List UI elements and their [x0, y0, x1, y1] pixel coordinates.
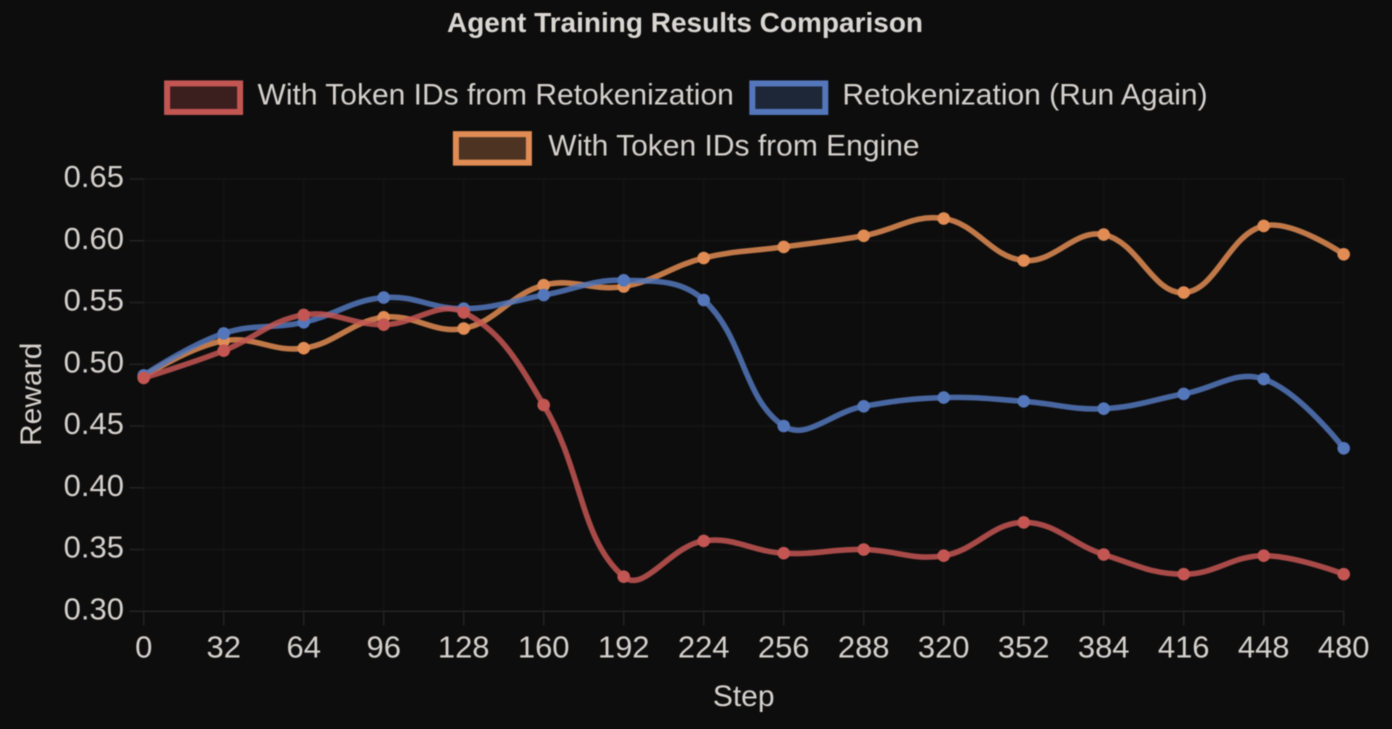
- svg-text:192: 192: [598, 630, 650, 665]
- svg-text:64: 64: [286, 630, 320, 665]
- svg-text:Step: Step: [713, 680, 775, 713]
- svg-text:0.35: 0.35: [64, 530, 124, 565]
- svg-text:416: 416: [1158, 630, 1210, 665]
- svg-text:0.55: 0.55: [64, 283, 124, 318]
- svg-text:224: 224: [678, 630, 730, 665]
- svg-text:0.30: 0.30: [64, 591, 124, 626]
- svg-text:288: 288: [838, 630, 890, 665]
- svg-text:256: 256: [758, 630, 810, 665]
- svg-text:384: 384: [1078, 630, 1130, 665]
- svg-text:32: 32: [206, 630, 240, 665]
- svg-text:160: 160: [518, 630, 570, 665]
- svg-text:480: 480: [1318, 630, 1370, 665]
- svg-text:With Token IDs from Engine: With Token IDs from Engine: [548, 129, 919, 162]
- svg-text:320: 320: [918, 630, 970, 665]
- svg-text:0: 0: [135, 630, 152, 665]
- svg-text:0.50: 0.50: [64, 344, 124, 379]
- svg-text:0.45: 0.45: [64, 406, 124, 441]
- svg-text:Agent Training Results Compari: Agent Training Results Comparison: [447, 7, 923, 38]
- svg-text:0.40: 0.40: [64, 468, 124, 503]
- svg-text:352: 352: [998, 630, 1050, 665]
- svg-text:0.60: 0.60: [64, 221, 124, 256]
- svg-text:0.65: 0.65: [64, 159, 124, 194]
- svg-text:448: 448: [1238, 630, 1290, 665]
- svg-text:96: 96: [366, 630, 400, 665]
- svg-text:Reward: Reward: [15, 343, 48, 446]
- svg-text:128: 128: [438, 630, 490, 665]
- svg-text:Retokenization (Run Again): Retokenization (Run Again): [842, 79, 1207, 112]
- svg-text:With Token IDs from Retokeniza: With Token IDs from Retokenization: [258, 79, 734, 112]
